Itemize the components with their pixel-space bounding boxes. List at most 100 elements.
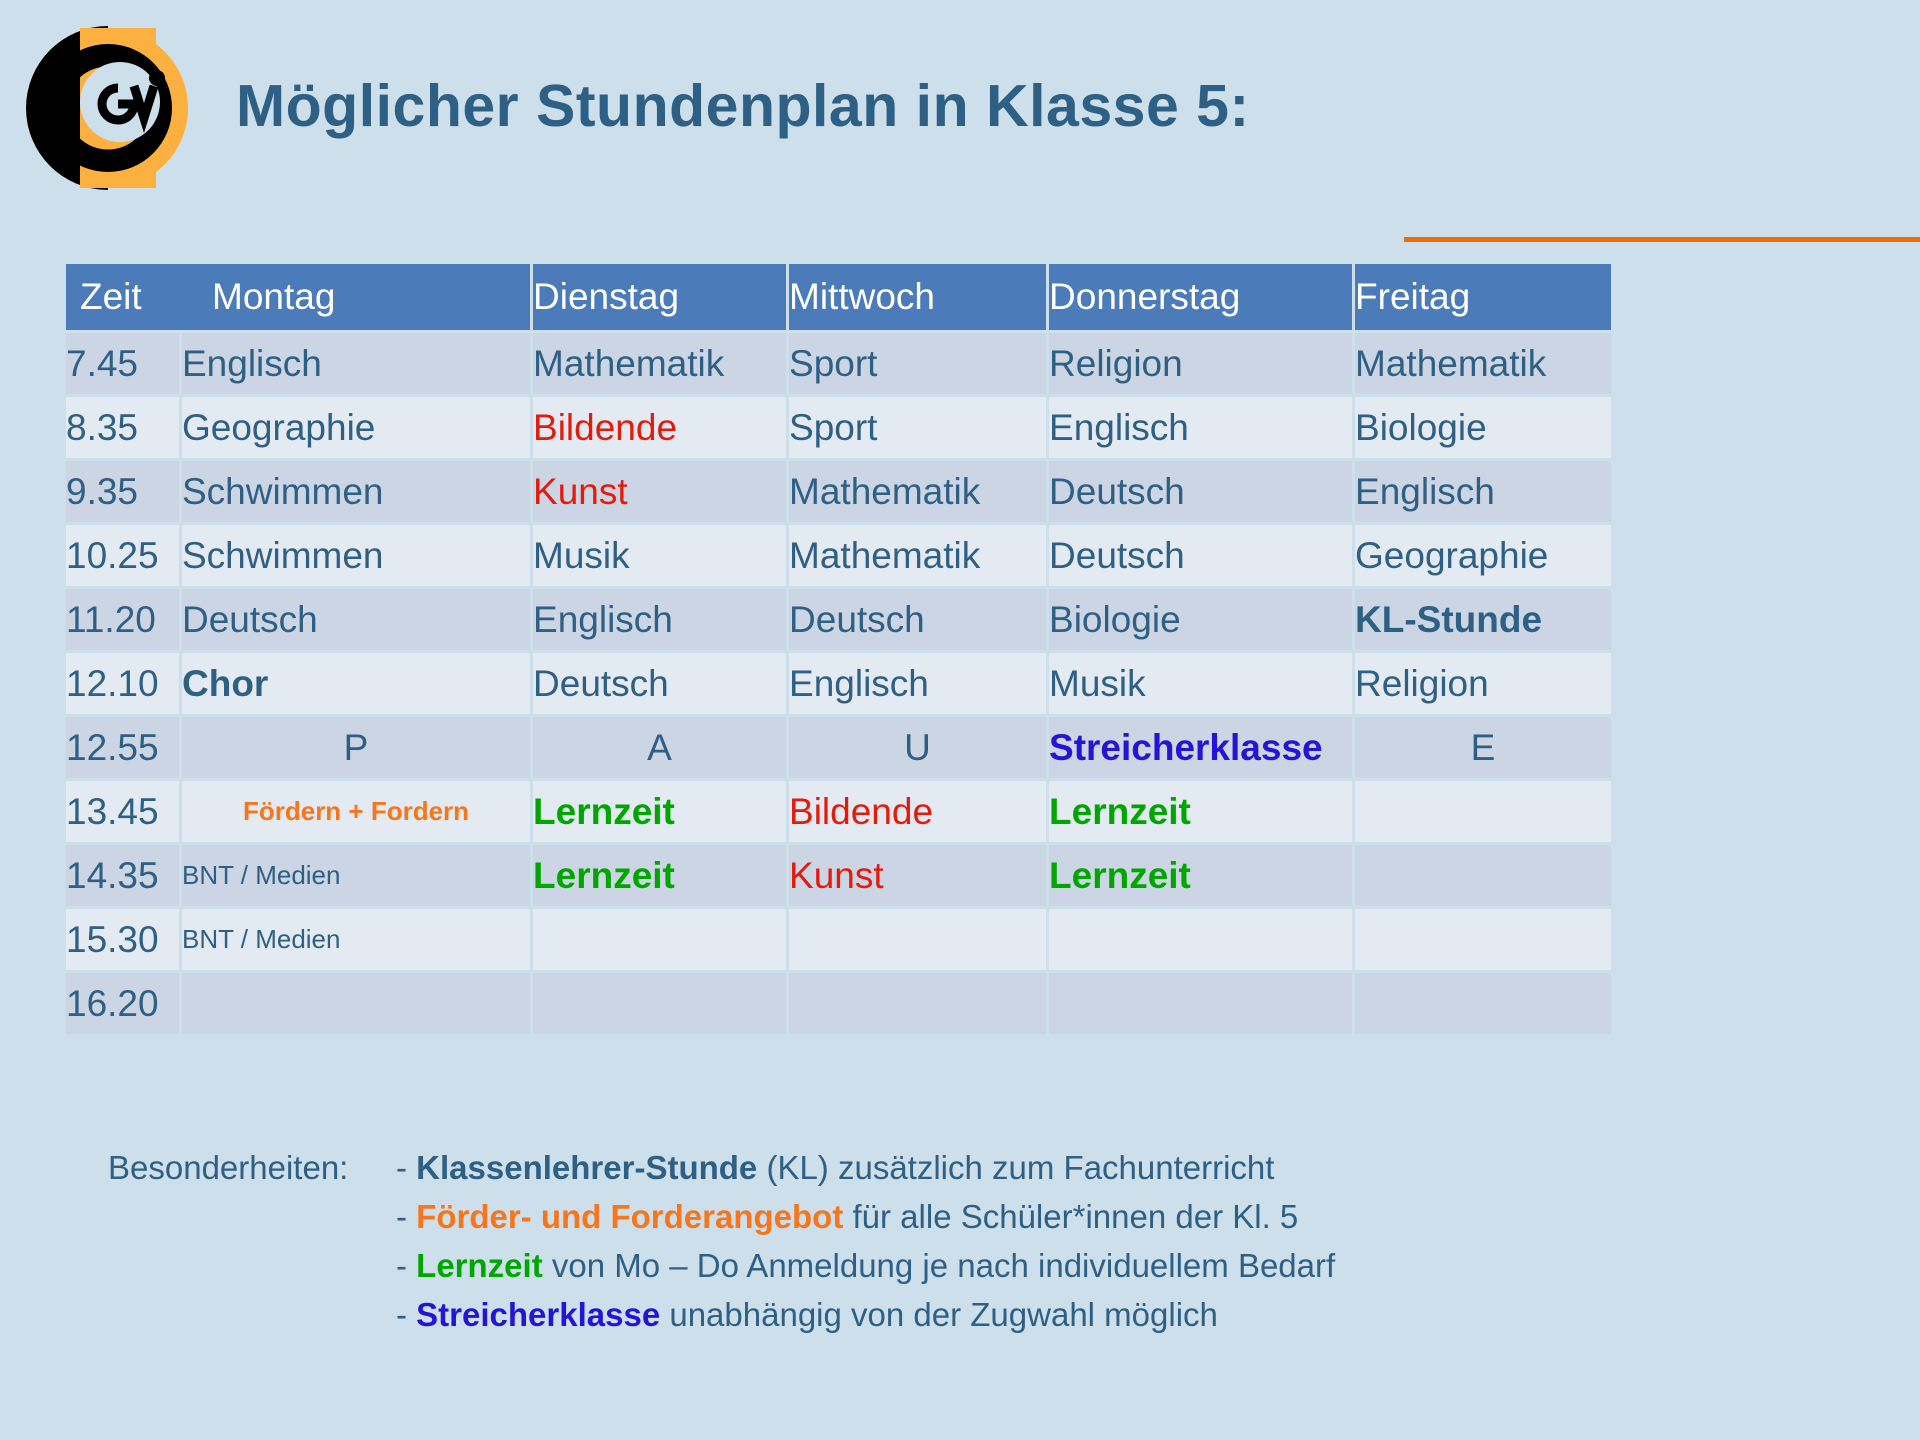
cell-montag: BNT / Medien bbox=[182, 909, 531, 970]
column-header-montag: Montag bbox=[212, 276, 336, 317]
column-header-mittwoch: Mittwoch bbox=[789, 264, 1047, 330]
cell-montag: Englisch bbox=[182, 333, 531, 394]
cell-donnerstag bbox=[1049, 909, 1353, 970]
note-highlight: Klassenlehrer-Stunde bbox=[416, 1149, 758, 1186]
cell-montag: P bbox=[182, 717, 531, 778]
cell-zeit: 8.35 bbox=[66, 397, 179, 458]
cell-zeit: 11.20 bbox=[66, 589, 179, 650]
timetable: Zeit Montag Dienstag Mittwoch Donnerstag… bbox=[63, 261, 1614, 1037]
cell-zeit: 12.10 bbox=[66, 653, 179, 714]
cell-dienstag bbox=[533, 909, 787, 970]
cell-zeit: 14.35 bbox=[66, 845, 179, 906]
cell-mittwoch: Englisch bbox=[789, 653, 1047, 714]
table-row: 9.35 Schwimmen Kunst Mathematik Deutsch Engli… bbox=[66, 461, 1612, 522]
column-header-freitag: Freitag bbox=[1355, 264, 1612, 330]
cell-montag: Chor bbox=[182, 653, 531, 714]
slide-header: Möglicher Stundenplan in Klasse 5: bbox=[0, 0, 1920, 242]
cell-freitag: Englisch bbox=[1355, 461, 1612, 522]
cell-donnerstag: Biologie bbox=[1049, 589, 1353, 650]
table-row: 10.25 Schwimmen Musik Mathematik Deutsch Geog… bbox=[66, 525, 1612, 586]
accent-rule bbox=[1404, 237, 1920, 242]
note-highlight: Förder- und Forderangebot bbox=[416, 1198, 844, 1235]
note-line: - Förder- und Forderangebot für alle Sch… bbox=[396, 1192, 1608, 1241]
notes-block: Besonderheiten: - Klassenlehrer-Stunde (… bbox=[108, 1143, 1608, 1339]
cell-mittwoch: Deutsch bbox=[789, 589, 1047, 650]
note-line: - Lernzeit von Mo – Do Anmeldung je nach… bbox=[396, 1241, 1608, 1290]
column-header-dienstag: Dienstag bbox=[533, 264, 787, 330]
cell-dienstag: Musik bbox=[533, 525, 787, 586]
cell-zeit: 16.20 bbox=[66, 973, 179, 1034]
notes-lines: - Klassenlehrer-Stunde (KL) zusätzlich z… bbox=[396, 1143, 1608, 1339]
cell-montag: Geographie bbox=[182, 397, 531, 458]
table-row: 15.30 BNT / Medien bbox=[66, 909, 1612, 970]
cell-donnerstag: Streicherklasse bbox=[1049, 717, 1353, 778]
cell-freitag: Religion bbox=[1355, 653, 1612, 714]
cell-dienstag bbox=[533, 973, 787, 1034]
cell-donnerstag: Englisch bbox=[1049, 397, 1353, 458]
cell-montag: Schwimmen bbox=[182, 461, 531, 522]
cell-mittwoch: Mathematik bbox=[789, 525, 1047, 586]
cell-dienstag: Mathematik bbox=[533, 333, 787, 394]
cell-zeit: 7.45 bbox=[66, 333, 179, 394]
note-text: von Mo – Do Anmeldung je nach individuel… bbox=[542, 1247, 1336, 1284]
cell-zeit: 12.55 bbox=[66, 717, 179, 778]
note-dash: - bbox=[396, 1149, 417, 1186]
cell-montag: Deutsch bbox=[182, 589, 531, 650]
cell-donnerstag bbox=[1049, 973, 1353, 1034]
school-logo bbox=[22, 22, 194, 194]
note-text: für alle Schüler*innen der Kl. 5 bbox=[843, 1198, 1299, 1235]
cell-freitag bbox=[1355, 845, 1612, 906]
cell-mittwoch: Bildende bbox=[789, 781, 1047, 842]
cell-mittwoch bbox=[789, 909, 1047, 970]
cell-dienstag: Lernzeit bbox=[533, 845, 787, 906]
cell-donnerstag: Religion bbox=[1049, 333, 1353, 394]
cell-dienstag: Bildende bbox=[533, 397, 787, 458]
cell-dienstag: A bbox=[533, 717, 787, 778]
cell-dienstag: Englisch bbox=[533, 589, 787, 650]
cell-freitag bbox=[1355, 973, 1612, 1034]
header-row: Zeit Montag Dienstag Mittwoch Donnerstag… bbox=[66, 264, 1612, 330]
cell-donnerstag: Lernzeit bbox=[1049, 845, 1353, 906]
header-cell-zeit-montag: Zeit Montag bbox=[66, 264, 531, 330]
note-dash: - bbox=[396, 1247, 417, 1284]
cell-zeit: 15.30 bbox=[66, 909, 179, 970]
cell-donnerstag: Lernzeit bbox=[1049, 781, 1353, 842]
table-row: 13.45 Fördern + Fordern Lernzeit Bildende Le… bbox=[66, 781, 1612, 842]
cell-freitag bbox=[1355, 781, 1612, 842]
cell-freitag: Biologie bbox=[1355, 397, 1612, 458]
cell-mittwoch: Sport bbox=[789, 333, 1047, 394]
cell-montag: BNT / Medien bbox=[182, 845, 531, 906]
page-title: Möglicher Stundenplan in Klasse 5: bbox=[236, 73, 1250, 139]
table-row: 12.10 Chor Deutsch Englisch Musik Religion bbox=[66, 653, 1612, 714]
cell-zeit: 13.45 bbox=[66, 781, 179, 842]
column-header-zeit: Zeit bbox=[80, 276, 142, 317]
cell-mittwoch: Mathematik bbox=[789, 461, 1047, 522]
note-dash: - bbox=[396, 1198, 417, 1235]
cell-dienstag: Kunst bbox=[533, 461, 787, 522]
cell-dienstag: Lernzeit bbox=[533, 781, 787, 842]
cell-mittwoch bbox=[789, 973, 1047, 1034]
cell-freitag: Geographie bbox=[1355, 525, 1612, 586]
table-row: 16.20 bbox=[66, 973, 1612, 1034]
cell-donnerstag: Musik bbox=[1049, 653, 1353, 714]
cell-freitag bbox=[1355, 909, 1612, 970]
note-dash: - bbox=[396, 1296, 417, 1333]
cell-donnerstag: Deutsch bbox=[1049, 525, 1353, 586]
cell-montag: Schwimmen bbox=[182, 525, 531, 586]
cell-montag: Fördern + Fordern bbox=[182, 781, 531, 842]
table-row: 12.55 P A U Streicherklasse E bbox=[66, 717, 1612, 778]
table-row: 7.45 Englisch Mathematik Sport Religion Mathe… bbox=[66, 333, 1612, 394]
cell-freitag: KL-Stunde bbox=[1355, 589, 1612, 650]
cell-zeit: 10.25 bbox=[66, 525, 179, 586]
cell-dienstag: Deutsch bbox=[533, 653, 787, 714]
notes-label: Besonderheiten: bbox=[108, 1149, 349, 1186]
note-line: - Klassenlehrer-Stunde (KL) zusätzlich z… bbox=[396, 1143, 1608, 1192]
timetable-header: Zeit Montag Dienstag Mittwoch Donnerstag… bbox=[66, 264, 1612, 330]
cell-zeit: 9.35 bbox=[66, 461, 179, 522]
column-header-donnerstag: Donnerstag bbox=[1049, 264, 1353, 330]
cell-freitag: Mathematik bbox=[1355, 333, 1612, 394]
note-text: unabhängig von der Zugwahl möglich bbox=[660, 1296, 1218, 1333]
cell-mittwoch: U bbox=[789, 717, 1047, 778]
cell-mittwoch: Sport bbox=[789, 397, 1047, 458]
timetable-container: Zeit Montag Dienstag Mittwoch Donnerstag… bbox=[63, 261, 1612, 1037]
